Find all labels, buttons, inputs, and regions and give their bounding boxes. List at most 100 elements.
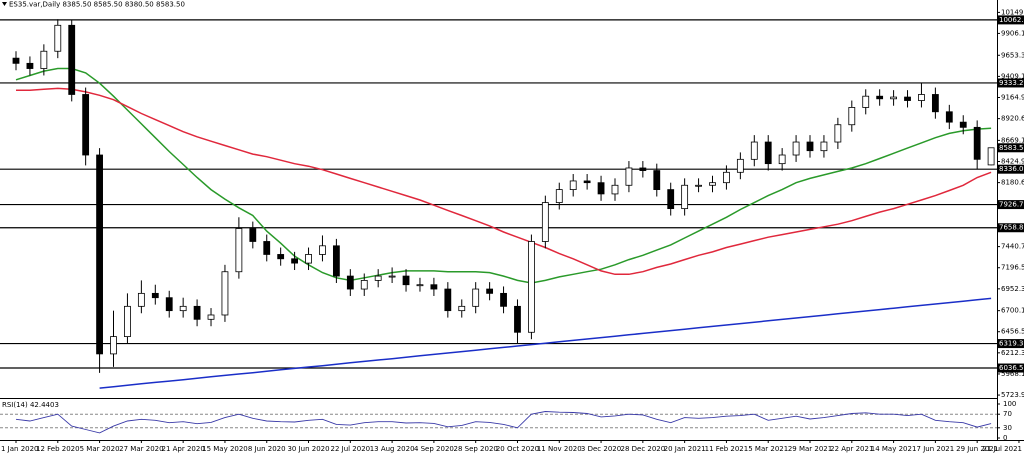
x-tick-label: 27 Mar 2020 [119, 445, 163, 453]
level-label-box [998, 15, 1024, 25]
rsi-line [15, 411, 992, 434]
x-tick-label: 28 Dec 2020 [620, 445, 665, 453]
overlay-line [16, 87, 992, 276]
candle-body [736, 158, 744, 173]
candle-body [848, 107, 856, 126]
candle-body [987, 147, 995, 166]
level-label: 7658.89 [999, 224, 1024, 232]
last-price-box [998, 143, 1024, 153]
last-price-label: 8583.50 [999, 144, 1024, 152]
level-label-box [998, 363, 1024, 373]
y-tick-label: 6456.50 [1001, 328, 1024, 336]
candle-body [611, 184, 619, 195]
y-tick-label: 8920.65 [1001, 115, 1024, 123]
candle-body [973, 126, 981, 160]
level-label-box [998, 200, 1024, 210]
x-tick-label: 11 Feb 2021 [705, 445, 749, 453]
x-tick-label: 22 Jul 2020 [331, 445, 371, 453]
y-tick-label: 9164.90 [1001, 94, 1024, 102]
candle-body [374, 275, 382, 281]
x-tick-label: 3 Dec 2020 [581, 445, 621, 453]
x-tick-label: 7 Jun 2021 [917, 445, 955, 453]
candle-body [778, 154, 786, 165]
x-tick-label: 21 Apr 2020 [162, 445, 205, 453]
x-tick-label: 13 Aug 2020 [370, 445, 415, 453]
x-tick-label: 1 Jan 2020 [1, 445, 39, 453]
candle-body [918, 94, 925, 101]
chart-title: ES35.var,Daily 8385.50 8585.50 8380.50 8… [9, 1, 185, 9]
candle-body [12, 57, 20, 64]
candle-body [360, 279, 368, 290]
candle-body [444, 288, 452, 312]
candle-body [40, 50, 48, 69]
candle-body [862, 95, 870, 108]
candle-body [305, 254, 312, 264]
level-label: 6036.58 [999, 364, 1024, 372]
candle-body [54, 24, 62, 52]
level-label: 7926.79 [999, 201, 1024, 209]
candle-body [137, 292, 145, 307]
candle-body [110, 336, 117, 355]
candle-body [625, 167, 633, 186]
candle-body [653, 170, 661, 190]
x-tick-label: 14 May 2021 [871, 445, 917, 453]
y-tick-label: 9409.10 [1001, 72, 1024, 80]
level-label: 6319.37 [999, 340, 1024, 348]
candle-body [514, 305, 521, 333]
y-tick-label: 8424.90 [1001, 158, 1024, 166]
candle-body [221, 271, 229, 316]
x-tick-label: 21 Jul 2021 [982, 445, 1022, 453]
overlay-line [15, 67, 992, 284]
candle-body [750, 141, 758, 160]
candle-body [904, 96, 911, 101]
candle-body [792, 141, 800, 156]
x-tick-label: 11 Nov 2020 [537, 445, 582, 453]
candle-body [541, 202, 549, 242]
candle-body [430, 284, 438, 290]
candle-body [959, 121, 967, 128]
rsi-tick-label: 0 [1003, 434, 1007, 442]
candle-body [876, 95, 884, 100]
y-tick-label: 7440.70 [1001, 243, 1024, 251]
y-tick-label: 8180.65 [1001, 179, 1024, 187]
x-tick-label: 29 Jun 2021 [956, 445, 998, 453]
rsi-tick-label: 100 [1003, 400, 1016, 408]
overlay-line [99, 297, 992, 389]
x-tick-label: 20 Oct 2020 [496, 445, 539, 453]
y-tick-label: 5968.10 [1001, 370, 1024, 378]
x-tick-label: 22 Apr 2021 [830, 445, 873, 453]
candle-body [472, 288, 480, 307]
x-tick-label: 15 May 2020 [202, 445, 248, 453]
candle-body [416, 284, 424, 287]
x-tick-label: 30 Jun 2020 [287, 445, 329, 453]
candle-body [583, 180, 591, 184]
y-tick-label: 7196.50 [1001, 264, 1024, 272]
candle-body [820, 141, 828, 152]
candle-body [319, 245, 326, 255]
level-label-box [998, 78, 1024, 88]
candle-body [277, 254, 285, 260]
candle-body [931, 94, 939, 113]
y-tick-label: 6952.30 [1001, 285, 1024, 293]
rsi-tick-label: 30 [1003, 424, 1012, 432]
y-tick-label: 9653.30 [1001, 51, 1024, 59]
y-tick-label: 6700.10 [1001, 307, 1024, 315]
candle-body [291, 258, 299, 264]
y-tick-label: 10149.15 [1001, 8, 1024, 16]
candle-body [528, 241, 535, 333]
candle-body [346, 275, 354, 290]
candle-body [82, 94, 90, 156]
candle-body [555, 189, 563, 203]
candle-body [235, 228, 243, 273]
menu-triangle [2, 2, 7, 6]
y-tick-label: 6212.30 [1001, 349, 1024, 357]
level-label-box [998, 164, 1024, 174]
x-tick-label: 8 Jun 2020 [248, 445, 286, 453]
candle-body [193, 305, 201, 320]
candle-body [124, 305, 131, 338]
candle-body [179, 305, 187, 312]
level-label-box [998, 223, 1024, 233]
x-tick-label: 12 Feb 2020 [36, 445, 80, 453]
level-label-box [998, 339, 1024, 349]
